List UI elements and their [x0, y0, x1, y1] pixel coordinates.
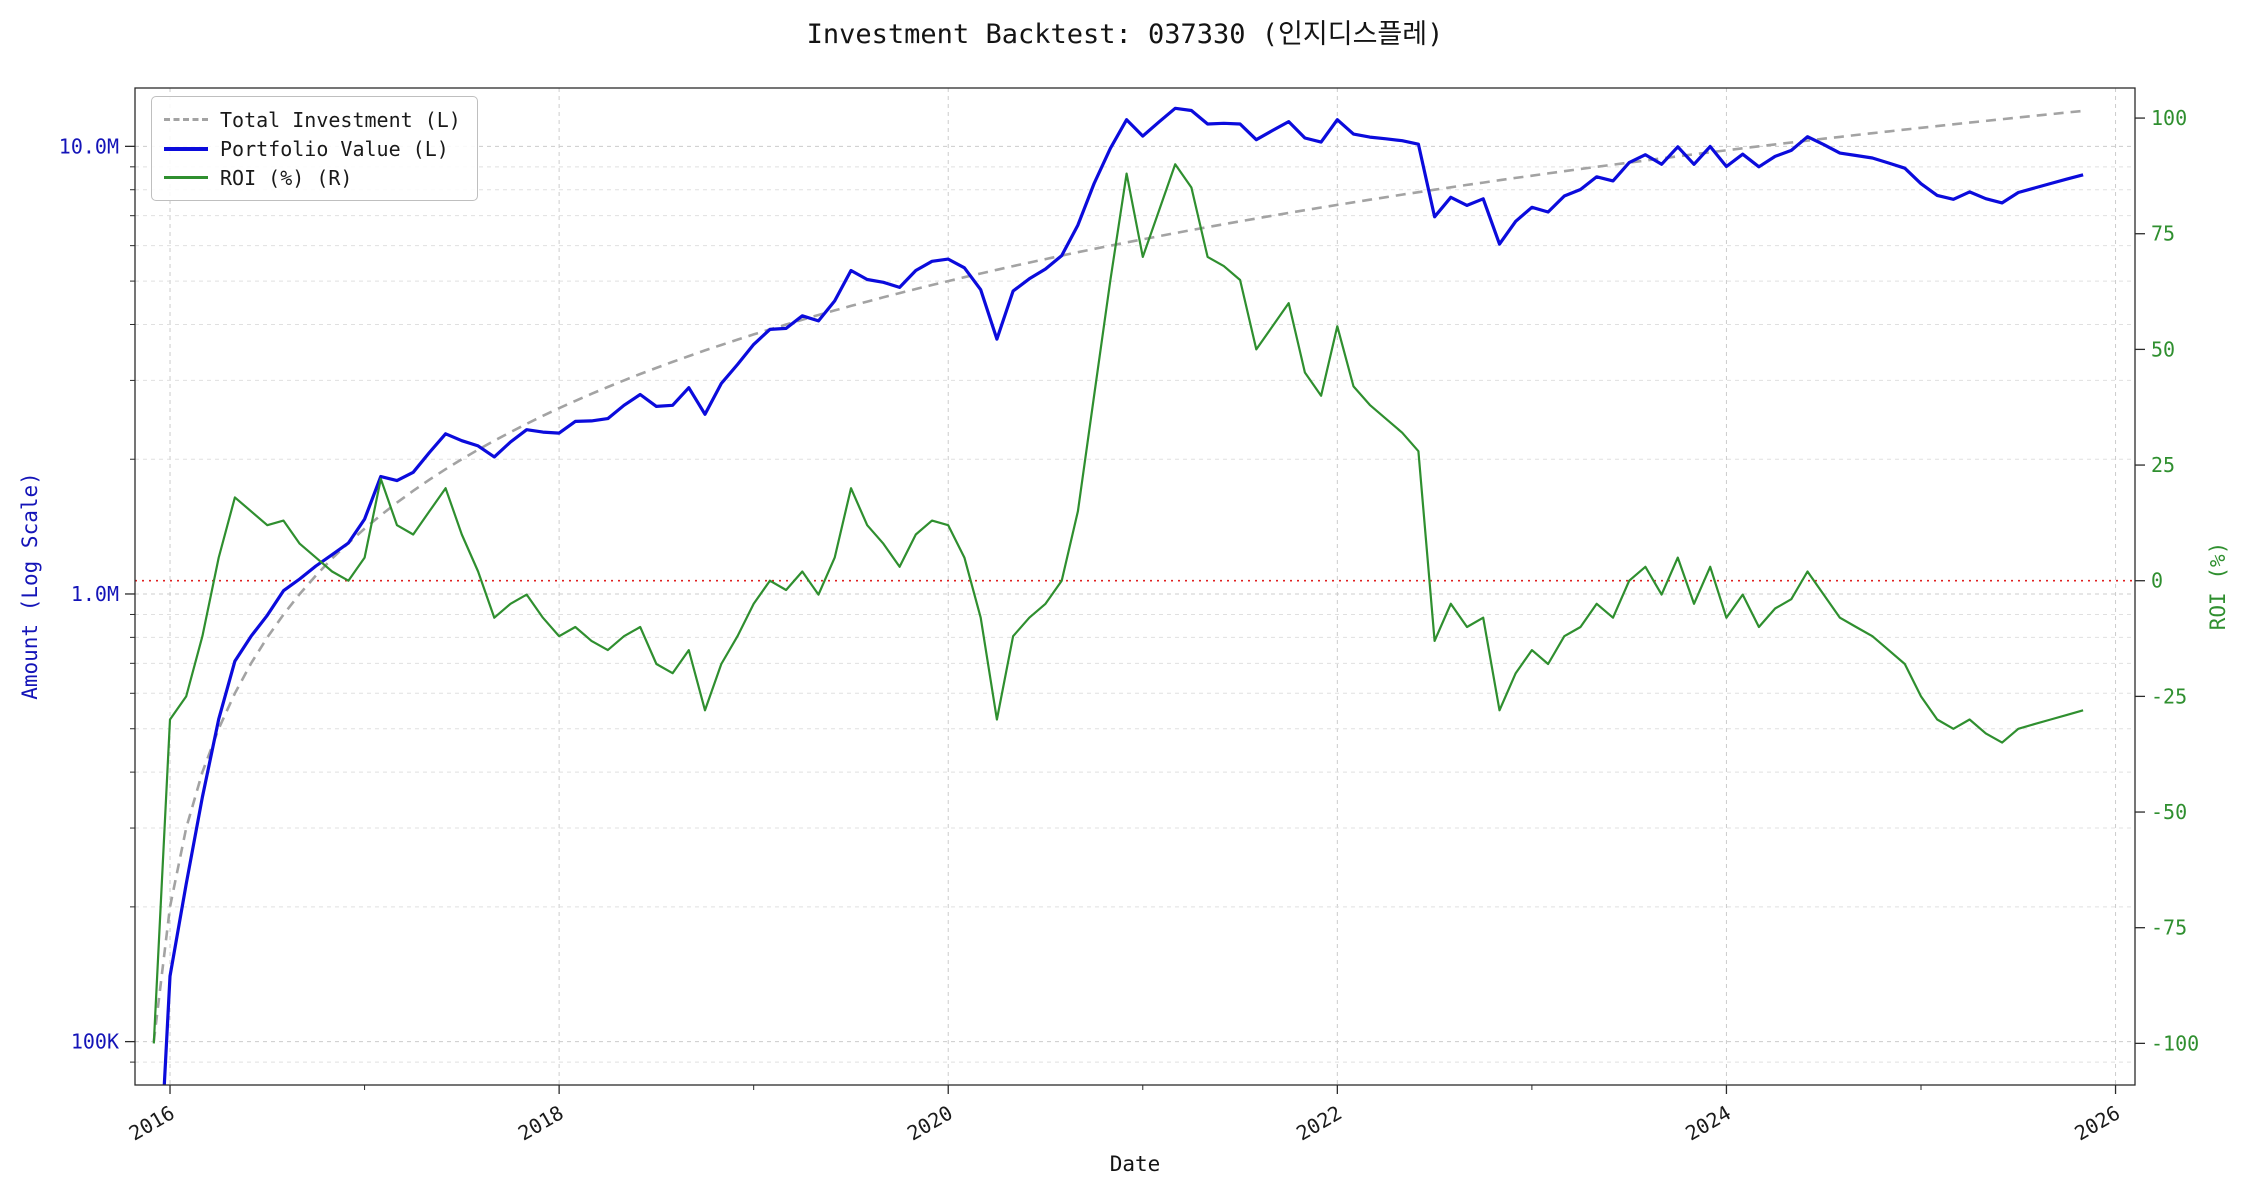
solid-line-swatch-icon [164, 176, 208, 179]
grid-layer [135, 88, 2135, 1085]
roi-line [152, 163, 2084, 1044]
dashed-line-swatch-icon [164, 118, 208, 121]
plot-border [134, 87, 2136, 1086]
portfolio-value-line [162, 106, 2084, 1085]
left-tick-label: 100K [71, 1030, 119, 1054]
right-tick-label: 25 [2151, 453, 2175, 477]
solid-line-swatch-icon [164, 146, 208, 151]
right-tick-label: -75 [2151, 916, 2187, 940]
right-tick-label: 100 [2151, 106, 2187, 130]
right-tick-label: 50 [2151, 337, 2175, 361]
tick-layer [125, 117, 2145, 1094]
left-tick-label: 1.0M [71, 582, 119, 606]
x-tick-label: 2016 [125, 1101, 179, 1146]
series-layer [152, 106, 2084, 1085]
right-tick-label: 75 [2151, 222, 2175, 246]
legend-item-portfolio-value: Portfolio Value (L) [164, 136, 461, 161]
chart-title: Investment Backtest: 037330 (인지디스플레) [806, 19, 1444, 50]
legend-label-total-investment: Total Investment (L) [220, 107, 461, 132]
legend-item-total-investment: Total Investment (L) [164, 107, 461, 132]
right-tick-label: -50 [2151, 800, 2187, 824]
right-tick-label: -100 [2151, 1031, 2199, 1055]
right-tick-label: -25 [2151, 684, 2187, 708]
total-investment-line [152, 109, 2084, 1042]
legend-label-roi: ROI (%) (R) [220, 165, 353, 190]
tick-label-layer: 100K 1.0M 10.0M -100 -75 -50 -25 0 25 50 75 100 2016… [59, 106, 2199, 1145]
right-axis-label: ROI (%) [2206, 541, 2230, 631]
x-tick-label: 2022 [1292, 1101, 1346, 1146]
x-tick-label: 2024 [1681, 1101, 1735, 1146]
left-tick-label: 10.0M [59, 134, 119, 158]
x-axis-label: Date [1109, 1152, 1161, 1176]
x-tick-label: 2026 [2070, 1101, 2124, 1146]
left-axis-label: Amount (Log Scale) [18, 472, 42, 700]
x-tick-label: 2020 [903, 1101, 957, 1146]
legend: Total Investment (L) Portfolio Value (L)… [151, 96, 478, 201]
legend-label-portfolio-value: Portfolio Value (L) [220, 136, 449, 161]
legend-item-roi: ROI (%) (R) [164, 165, 461, 190]
right-tick-label: 0 [2151, 569, 2163, 593]
x-tick-label: 2018 [514, 1101, 568, 1146]
